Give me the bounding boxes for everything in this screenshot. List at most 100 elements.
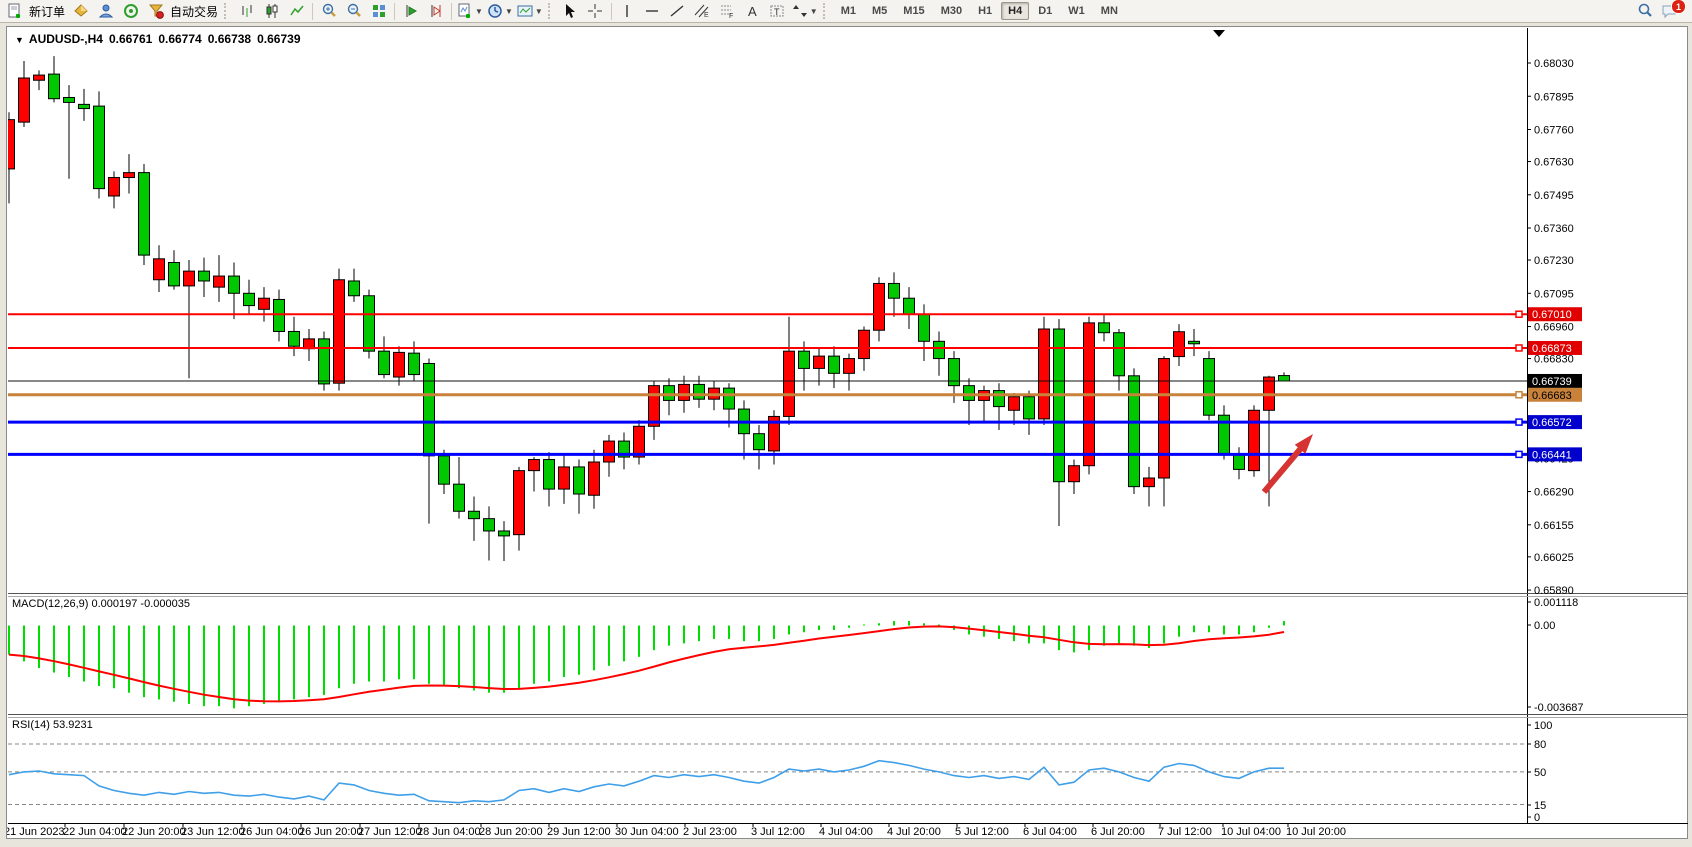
candle	[228, 262, 240, 320]
price-badge: 0.67010	[1528, 307, 1582, 322]
candlestick-chart-button[interactable]	[259, 1, 284, 21]
auto-trading-button[interactable]	[143, 1, 168, 21]
search-button[interactable]	[1632, 1, 1657, 21]
equidistant-channel-button[interactable]: E	[690, 1, 715, 21]
line-handle[interactable]	[1515, 450, 1523, 459]
collapse-triangle-icon[interactable]: ▼	[15, 35, 24, 45]
chevron-down-icon: ▼	[475, 6, 483, 16]
trendline-button[interactable]	[665, 1, 690, 21]
candle	[1113, 329, 1125, 391]
fibonacci-button[interactable]: F	[715, 1, 740, 21]
candle	[888, 272, 900, 317]
candle	[48, 56, 60, 103]
candle	[573, 459, 585, 514]
candle	[903, 287, 915, 330]
indicators-button[interactable]: ▼	[455, 1, 485, 21]
tf-m5-button[interactable]: M5	[872, 5, 888, 17]
line-chart-button[interactable]	[284, 1, 309, 21]
plot-area[interactable]	[7, 56, 1527, 562]
templates-button[interactable]: ▼	[515, 1, 545, 21]
line-handle[interactable]	[1515, 418, 1523, 426]
profile-button[interactable]	[93, 1, 118, 21]
candle	[438, 449, 450, 495]
time-tick-label: 28 Jun 20:00	[479, 826, 543, 838]
svg-text:T: T	[774, 7, 780, 17]
tf-m15-button[interactable]: M15	[903, 5, 925, 17]
candle	[1128, 368, 1140, 495]
bar-chart-button[interactable]	[234, 1, 259, 21]
signals-button[interactable]	[118, 1, 143, 21]
chart-shift-button[interactable]	[423, 1, 448, 21]
candle	[468, 496, 480, 541]
arrows-icon	[792, 5, 807, 17]
time-tick-label: 10 Jul 20:00	[1286, 826, 1346, 838]
text-button[interactable]: A	[747, 3, 757, 19]
line-handle[interactable]	[1515, 344, 1523, 352]
arrows-button[interactable]: ▼	[790, 1, 820, 21]
toolbar-grip	[547, 3, 555, 19]
arrow-annotation[interactable]	[1261, 434, 1313, 494]
candle	[558, 454, 570, 504]
tf-h4-button[interactable]: H4	[1001, 2, 1030, 20]
candle	[423, 358, 435, 524]
text-label-button[interactable]: T	[765, 1, 790, 21]
tile-windows-button[interactable]	[366, 1, 391, 21]
line-handle[interactable]	[1515, 310, 1523, 318]
chart-window[interactable]: ▼ AUDUSD-,H4 0.66761 0.66774 0.66738 0.66739 …	[6, 26, 1688, 839]
periods-button[interactable]: ▼	[485, 1, 515, 21]
mql5-community-button[interactable]	[68, 1, 93, 21]
svg-text:0.67010: 0.67010	[1532, 309, 1572, 321]
template-chart-icon	[517, 5, 533, 17]
candle	[933, 331, 945, 376]
tf-m30-button[interactable]: M30	[940, 5, 963, 17]
horizontal-line-button[interactable]	[640, 1, 665, 21]
chart-shift-marker[interactable]	[1213, 30, 1225, 37]
tf-w1-button[interactable]: W1	[1068, 5, 1085, 17]
line-handle[interactable]	[1515, 391, 1523, 399]
candle	[1143, 466, 1155, 507]
candle	[588, 449, 600, 509]
tf-d1-button[interactable]: D1	[1038, 5, 1053, 17]
zoom-out-button[interactable]	[341, 1, 366, 21]
cursor-button[interactable]	[558, 1, 583, 21]
candle	[1278, 372, 1290, 382]
toolbar-grip	[822, 3, 830, 19]
crosshair-button[interactable]	[583, 1, 608, 21]
zoom-in-button[interactable]	[316, 1, 341, 21]
chart-title: ▼ AUDUSD-,H4 0.66761 0.66774 0.66738 0.66739	[15, 32, 307, 46]
notification-badge: 1	[1671, 0, 1686, 14]
candle	[543, 452, 555, 507]
price-chart-canvas[interactable]: 0.68030 0.67895 0.67760 0.67630 0.67495 0.673…	[7, 27, 1689, 840]
fibonacci-icon: F	[721, 5, 734, 19]
candle	[213, 255, 225, 302]
rsi-pane: 100 80 50 150	[8, 720, 1552, 824]
candle	[348, 268, 360, 302]
new-order-button[interactable]	[2, 1, 27, 21]
clock-icon	[488, 4, 502, 18]
candle	[168, 250, 180, 290]
tf-mn-button[interactable]: MN	[1100, 5, 1118, 17]
open-value: 0.66761	[108, 32, 153, 46]
cursor-arrow-icon	[566, 4, 576, 18]
tf-h1-button[interactable]: H1	[978, 5, 993, 17]
tf-m1-button[interactable]: M1	[840, 5, 856, 17]
candle	[618, 432, 630, 470]
vertical-line-button[interactable]	[615, 1, 640, 21]
timeframe-group: M1 M5 M15 M30 H1 H4 D1 W1 MN	[833, 2, 1126, 20]
auto-scroll-button[interactable]	[398, 1, 423, 21]
symbol-period-label: AUDUSD-,H4	[28, 32, 103, 46]
funnel-icon	[148, 4, 164, 19]
chat-button[interactable]: 1	[1657, 0, 1686, 21]
new-order-label[interactable]: 新订单	[29, 4, 66, 19]
candle	[513, 466, 525, 551]
main-toolbar: 新订单 自动交易 ▼ ▼	[0, 0, 1692, 23]
candle	[723, 383, 735, 428]
candle	[303, 329, 315, 362]
time-tick-label: 6 Jul 20:00	[1091, 826, 1145, 838]
horizontal-line-icon	[646, 10, 659, 12]
time-tick-label: 22 Jun 20:00	[122, 826, 186, 838]
auto-trading-label[interactable]: 自动交易	[170, 4, 219, 19]
time-tick-label: 6 Jul 04:00	[1023, 826, 1077, 838]
candle	[258, 287, 270, 322]
